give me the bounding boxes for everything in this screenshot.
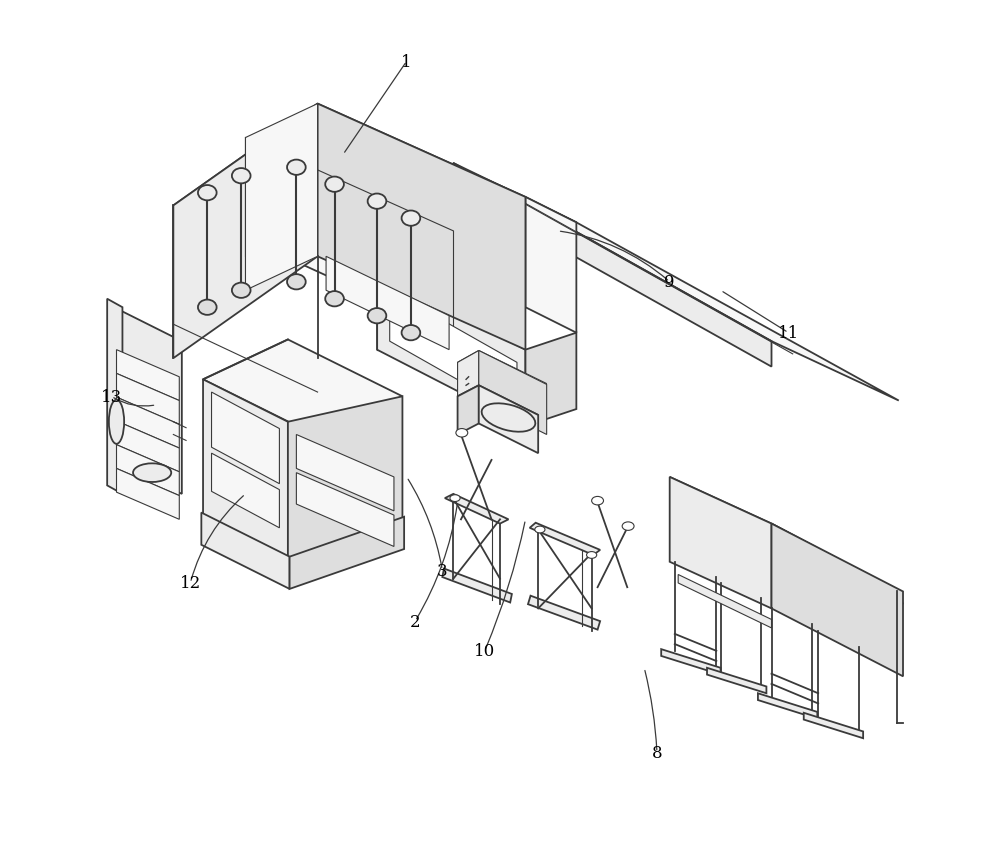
- Text: 12: 12: [180, 575, 201, 592]
- Text: 9: 9: [664, 274, 675, 291]
- Ellipse shape: [592, 496, 604, 505]
- Polygon shape: [117, 374, 179, 425]
- Polygon shape: [245, 104, 318, 291]
- Text: 3: 3: [437, 562, 448, 579]
- Polygon shape: [530, 523, 600, 555]
- Polygon shape: [458, 351, 479, 413]
- Polygon shape: [173, 104, 525, 299]
- Text: 2: 2: [410, 613, 420, 630]
- Polygon shape: [212, 392, 279, 485]
- Ellipse shape: [232, 169, 251, 184]
- Text: 1: 1: [401, 54, 412, 71]
- Polygon shape: [458, 351, 547, 396]
- Polygon shape: [114, 308, 182, 494]
- Polygon shape: [117, 445, 179, 496]
- Ellipse shape: [133, 464, 171, 483]
- Text: 8: 8: [652, 745, 662, 761]
- Ellipse shape: [402, 212, 420, 227]
- Polygon shape: [678, 575, 772, 628]
- Ellipse shape: [287, 275, 306, 290]
- Polygon shape: [772, 524, 903, 676]
- Text: 13: 13: [101, 388, 122, 405]
- Ellipse shape: [368, 309, 386, 324]
- Polygon shape: [296, 435, 394, 511]
- Ellipse shape: [482, 403, 535, 432]
- Polygon shape: [445, 494, 508, 524]
- Ellipse shape: [287, 160, 306, 176]
- Polygon shape: [453, 164, 772, 367]
- Polygon shape: [203, 380, 288, 560]
- Ellipse shape: [402, 326, 420, 341]
- Polygon shape: [661, 649, 721, 675]
- Ellipse shape: [587, 552, 597, 559]
- Polygon shape: [442, 569, 512, 603]
- Polygon shape: [288, 397, 402, 560]
- Ellipse shape: [456, 429, 468, 438]
- Text: 11: 11: [778, 325, 799, 342]
- Polygon shape: [804, 713, 863, 739]
- Polygon shape: [377, 274, 525, 426]
- Polygon shape: [326, 257, 449, 351]
- Polygon shape: [212, 454, 279, 528]
- Polygon shape: [173, 104, 318, 359]
- Ellipse shape: [232, 283, 251, 299]
- Polygon shape: [296, 473, 394, 547]
- Polygon shape: [479, 351, 547, 435]
- Polygon shape: [290, 517, 404, 589]
- Polygon shape: [318, 104, 525, 351]
- Polygon shape: [377, 198, 576, 299]
- Polygon shape: [453, 164, 899, 401]
- Polygon shape: [107, 299, 122, 494]
- Polygon shape: [117, 421, 179, 473]
- Polygon shape: [117, 469, 179, 519]
- Ellipse shape: [198, 300, 217, 316]
- Polygon shape: [670, 478, 899, 592]
- Polygon shape: [525, 198, 576, 334]
- Ellipse shape: [535, 526, 545, 533]
- Polygon shape: [525, 334, 576, 426]
- Polygon shape: [528, 596, 600, 630]
- Polygon shape: [707, 668, 766, 693]
- Polygon shape: [117, 397, 179, 449]
- Polygon shape: [458, 386, 479, 435]
- Polygon shape: [117, 351, 179, 401]
- Polygon shape: [670, 478, 772, 609]
- Ellipse shape: [109, 400, 124, 444]
- Polygon shape: [772, 524, 903, 605]
- Ellipse shape: [325, 292, 344, 307]
- Polygon shape: [479, 386, 538, 454]
- Ellipse shape: [325, 177, 344, 193]
- Polygon shape: [458, 386, 538, 426]
- Polygon shape: [203, 340, 402, 437]
- Polygon shape: [201, 513, 290, 589]
- Ellipse shape: [622, 522, 634, 531]
- Ellipse shape: [450, 495, 460, 502]
- Text: 10: 10: [474, 642, 495, 659]
- Ellipse shape: [368, 194, 386, 210]
- Polygon shape: [390, 291, 517, 414]
- Polygon shape: [758, 693, 817, 719]
- Ellipse shape: [198, 186, 217, 201]
